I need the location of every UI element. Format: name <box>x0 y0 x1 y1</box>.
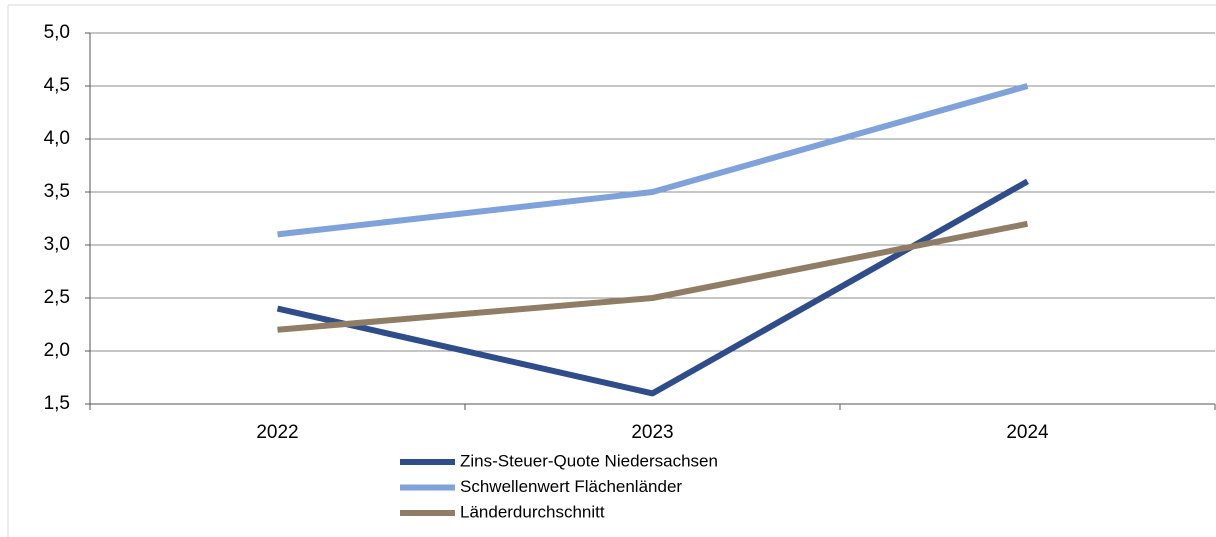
x-tick-label: 2024 <box>1006 422 1049 443</box>
series-line <box>277 83 1029 238</box>
x-tick-label: 2022 <box>256 422 298 443</box>
y-tick-label: 3,5 <box>44 181 70 202</box>
y-tick-label: 2,0 <box>44 340 70 361</box>
legend-label: Schwellenwert Flächenländer <box>460 477 682 496</box>
y-tick-label: 5,0 <box>44 22 70 43</box>
y-tick-label: 1,5 <box>44 393 70 414</box>
legend-label: Länderdurchschnitt <box>460 502 605 521</box>
y-tick-label: 2,5 <box>44 287 70 308</box>
y-tick-label: 4,5 <box>44 75 70 96</box>
y-tick-label: 3,0 <box>44 234 70 255</box>
legend-label: Zins-Steuer-Quote Niedersachsen <box>460 451 718 470</box>
series-line <box>276 178 1029 397</box>
series-line <box>277 220 1029 333</box>
x-tick-label: 2023 <box>631 422 673 443</box>
y-tick-label: 4,0 <box>44 128 70 149</box>
